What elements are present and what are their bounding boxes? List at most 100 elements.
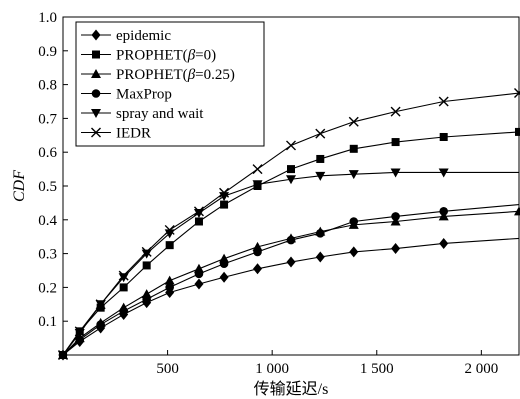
data-point (287, 165, 295, 174)
legend-marker (91, 127, 101, 138)
legend-label-part: spray and wait (116, 106, 204, 122)
data-point-stroke (315, 128, 326, 139)
data-point (95, 299, 106, 310)
legend-entry: MaxProp (81, 87, 172, 103)
data-point (118, 273, 129, 283)
data-point (315, 229, 325, 238)
data-point-stroke (164, 224, 175, 235)
legend-label: PROPHET(β=0) (116, 48, 216, 64)
legend-label: MaxProp (116, 87, 172, 103)
data-point (141, 249, 152, 259)
data-point (74, 326, 85, 337)
data-point-stroke (348, 116, 359, 127)
data-point (515, 127, 520, 136)
data-point (219, 259, 229, 269)
legend-label-part: =0.25) (195, 67, 235, 83)
data-point-stroke (193, 206, 204, 217)
data-point-stroke (118, 270, 129, 281)
y-tick-label: 0.8 (38, 78, 57, 94)
legend-entry: PROPHET(β=0.25) (81, 67, 235, 83)
data-point-stroke (514, 91, 520, 99)
data-point (194, 269, 204, 279)
y-tick-label: 0.2 (38, 280, 57, 296)
data-point (194, 278, 204, 290)
data-point (253, 247, 262, 257)
legend-marker (91, 89, 101, 98)
data-point (141, 246, 152, 257)
data-point-stroke (58, 350, 68, 360)
legend-label-part: PROPHET( (116, 48, 188, 64)
x-tick-label: 2 000 (464, 361, 498, 377)
legend: epidemicPROPHET(β=0)PROPHET(β=0.25)MaxPr… (75, 21, 265, 147)
data-point (439, 132, 448, 141)
legend-box (75, 21, 265, 147)
data-point (142, 261, 151, 270)
legend-marker (92, 50, 100, 59)
data-point (220, 200, 229, 209)
data-point (349, 246, 359, 258)
data-point-stroke (74, 326, 85, 337)
legend-label-part: =0) (195, 48, 216, 64)
x-axis-title: 传输延迟/s (254, 380, 329, 398)
data-point (118, 270, 129, 281)
series-line (62, 210, 520, 356)
data-point-stroke (390, 106, 401, 117)
data-point (315, 251, 325, 263)
data-point (164, 275, 175, 285)
x-tick-label: 500 (156, 361, 179, 377)
legend-marker (91, 109, 101, 118)
data-point (286, 140, 296, 151)
legend-label-part: MaxProp (116, 87, 172, 103)
x-tick-label: 1 000 (255, 361, 289, 377)
series-2 (58, 206, 520, 359)
series-line (62, 237, 520, 356)
y-tick-label: 0.6 (38, 145, 57, 161)
legend-label-part: β (187, 48, 196, 64)
y-tick-label: 0.5 (38, 179, 57, 195)
data-point-stroke (219, 187, 230, 198)
legend-label: epidemic (116, 28, 171, 44)
data-point (438, 168, 449, 178)
data-point (193, 209, 204, 219)
data-point (142, 294, 151, 304)
data-point (514, 206, 520, 216)
data-point (390, 106, 401, 117)
data-point-stroke (95, 299, 106, 310)
series-3 (58, 204, 520, 360)
x-tick-label: 1 500 (360, 361, 394, 377)
data-point (286, 256, 296, 268)
data-point (348, 170, 359, 180)
legend-marker (91, 29, 101, 41)
data-point (219, 271, 229, 283)
data-point (438, 96, 449, 107)
data-point (165, 241, 174, 250)
data-point-stroke (438, 96, 449, 107)
axes: 0.1 0.2 0.3 0.4 0.5 0.6 0.7 0.8 0.9 1.0 500 1 000 1 … (11, 10, 520, 398)
data-point-stroke (252, 164, 263, 175)
y-tick-label: 0.7 (38, 111, 57, 127)
data-point (349, 144, 358, 153)
data-point (58, 350, 68, 360)
y-axis-title: CDF (11, 170, 28, 202)
data-point (391, 243, 401, 255)
data-point (514, 88, 520, 99)
data-point-stroke (286, 140, 296, 151)
data-point (348, 116, 359, 127)
data-point (253, 263, 263, 275)
y-tick-label: 0.3 (38, 247, 57, 263)
legend-label-part: β (187, 67, 196, 83)
y-tick-label: 0.9 (38, 44, 57, 60)
data-point (119, 283, 128, 292)
legend-label: spray and wait (116, 106, 204, 122)
legend-label: IEDR (116, 126, 151, 142)
data-point (286, 235, 296, 245)
data-point (193, 206, 204, 217)
legend-label-part: PROPHET( (116, 67, 188, 83)
data-point (165, 283, 174, 292)
data-point (439, 207, 448, 216)
data-point-stroke (141, 246, 152, 257)
data-point (315, 128, 326, 139)
data-point (252, 180, 263, 190)
legend-entry: spray and wait (81, 106, 204, 122)
